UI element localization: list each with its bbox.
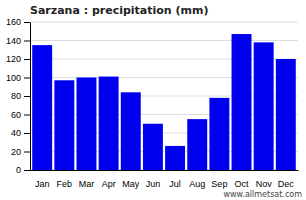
tick: Jul — [169, 179, 181, 189]
tick: 80 — [11, 91, 30, 101]
tick-label: Oct — [235, 179, 250, 189]
tick-mark — [24, 96, 30, 97]
tick-label: Apr — [102, 179, 116, 189]
tick-label: 0 — [16, 165, 21, 175]
tick-mark — [24, 78, 30, 79]
tick-mark — [24, 41, 30, 42]
tick-label: 100 — [6, 73, 21, 83]
tick-label: Jan — [35, 179, 50, 189]
tick: Dec — [278, 179, 295, 189]
tick: 160 — [6, 17, 30, 27]
bar — [54, 80, 74, 170]
bar — [121, 92, 141, 170]
axis-line — [30, 23, 31, 171]
bar — [209, 98, 229, 170]
title: Sarzana : precipitation (mm) — [30, 4, 209, 17]
annotation: www.allmetsat.com — [224, 190, 303, 199]
tick-label: May — [122, 179, 140, 189]
tick-label: Nov — [256, 179, 273, 189]
tick: Nov — [256, 179, 273, 189]
bar — [99, 77, 119, 170]
grid-line — [30, 40, 298, 41]
bars — [32, 34, 296, 170]
tick: 120 — [6, 54, 30, 64]
tick: Jan — [35, 179, 50, 189]
axis-line — [31, 170, 299, 171]
tick-mark — [24, 22, 30, 23]
plot: Jan Feb Mar Apr May Jun Jul Aug Sep Oct Nov Dec 0 20 4… — [6, 17, 299, 189]
tick-label: Jul — [169, 179, 181, 189]
tick: May — [122, 179, 140, 189]
tick-mark — [24, 170, 30, 171]
bar — [143, 124, 163, 170]
bar — [187, 119, 207, 170]
chart: Sarzana : precipitation (mm) Jan Feb Mar Apr… — [0, 0, 306, 200]
tick-label: 120 — [6, 54, 21, 64]
tick-label: 160 — [6, 17, 21, 27]
tick-label: 80 — [11, 91, 21, 101]
tick: Oct — [235, 179, 250, 189]
tick-label: 40 — [11, 128, 21, 138]
bar — [276, 59, 296, 170]
tick: 20 — [11, 147, 30, 157]
bar — [77, 78, 97, 171]
tick: Feb — [57, 179, 73, 189]
tick-label: Jun — [146, 179, 161, 189]
bar — [254, 42, 274, 170]
bar — [232, 34, 252, 170]
tick: Jun — [146, 179, 161, 189]
tick: 60 — [11, 110, 30, 120]
tick-label: 140 — [6, 36, 21, 46]
grid — [30, 22, 298, 170]
tick-label: 60 — [11, 110, 21, 120]
tick: 100 — [6, 73, 30, 83]
tick-mark — [24, 59, 30, 60]
y-axis: 0 20 40 60 80 100 120 140 160 — [6, 17, 31, 175]
tick: Apr — [102, 179, 116, 189]
tick: Aug — [189, 179, 205, 189]
bar — [165, 146, 185, 170]
tick-label: Feb — [57, 179, 73, 189]
bar — [32, 45, 52, 170]
tick: Mar — [79, 179, 95, 189]
tick-label: Aug — [189, 179, 205, 189]
tick-label: Dec — [278, 179, 295, 189]
grid-line — [30, 22, 298, 23]
tick: 40 — [11, 128, 30, 138]
tick: 140 — [6, 36, 30, 46]
tick-mark — [24, 133, 30, 134]
tick-label: Mar — [79, 179, 95, 189]
tick-label: Sep — [211, 179, 227, 189]
tick: Sep — [211, 179, 227, 189]
tick-mark — [24, 152, 30, 153]
tick: 0 — [16, 165, 30, 175]
x-axis: Jan Feb Mar Apr May Jun Jul Aug Sep Oct Nov Dec — [31, 171, 299, 190]
tick-label: 20 — [11, 147, 21, 157]
tick-mark — [24, 115, 30, 116]
